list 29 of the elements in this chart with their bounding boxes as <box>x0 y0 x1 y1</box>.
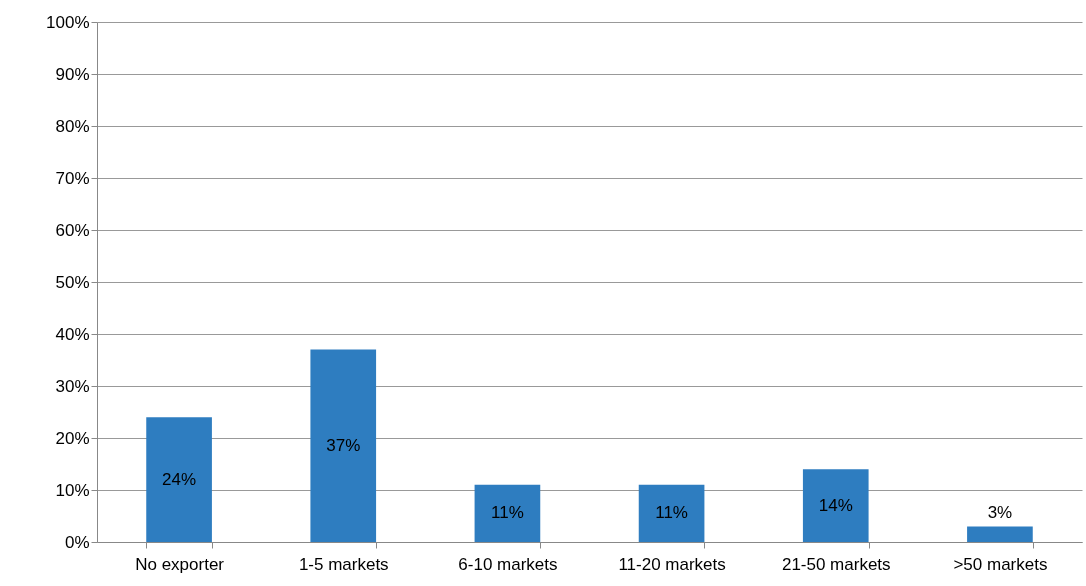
y-tick-label: 100% <box>46 12 90 32</box>
y-tick-label: 70% <box>55 168 90 188</box>
bar <box>638 484 705 542</box>
y-tick-label: 50% <box>55 272 90 292</box>
data-label: 37% <box>326 435 361 455</box>
y-tick-label: 40% <box>55 324 90 344</box>
bar <box>967 526 1033 542</box>
bar <box>146 417 212 542</box>
y-tick-label: 60% <box>55 220 90 240</box>
x-tick-label: 6-10 markets <box>458 554 558 574</box>
data-label: 3% <box>987 503 1013 523</box>
data-label: 24% <box>162 469 197 489</box>
x-tick-label: >50 markets <box>953 554 1048 574</box>
data-label: 14% <box>818 495 853 515</box>
x-tick-label: 1-5 markets <box>298 554 389 574</box>
y-tick-label: 30% <box>55 376 90 396</box>
x-tick-label: 11-20 markets <box>618 554 726 574</box>
bar <box>310 349 377 542</box>
x-tick-label: 21-50 markets <box>781 554 891 574</box>
data-label: 11% <box>491 503 524 523</box>
bar <box>802 469 869 542</box>
y-tick-label: 80% <box>55 116 90 136</box>
y-tick-label: 20% <box>55 428 90 448</box>
y-tick-label: 90% <box>55 64 90 84</box>
y-tick-label: 0% <box>64 532 90 552</box>
x-tick-label: No exporter <box>135 554 225 574</box>
bar <box>474 484 541 542</box>
data-label: 11% <box>655 503 688 523</box>
y-tick-label: 10% <box>55 480 90 500</box>
